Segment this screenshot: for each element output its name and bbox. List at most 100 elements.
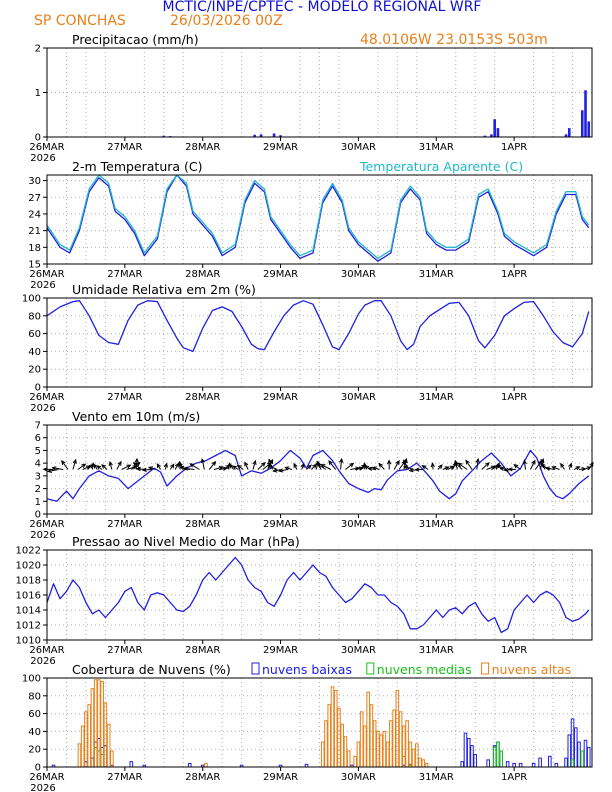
wind-arrow-head [183,466,189,471]
cloud-bar [392,709,396,768]
wind-arrow-head [364,464,370,470]
wind-arrow [208,461,216,470]
wind-arrow-head [163,462,169,468]
wind-arrow-head [589,461,594,467]
wind-arrow [47,469,59,472]
y-tick-label: 0 [35,763,41,774]
cloud-bar [580,750,585,768]
y-tick-label: 24 [28,209,41,220]
wind-arrow-head [349,462,355,468]
y-tick-label: 21 [28,226,41,237]
cloud-bar [340,723,345,768]
wind-arrow-head [339,457,344,463]
cloud-bar [463,732,468,768]
x-tick-label: 1APR [501,269,527,280]
y-tick-label: 3 [35,471,41,482]
wind-arrows [42,457,594,473]
cloud-bar [554,762,559,768]
wind-arrow-head [560,462,565,468]
wind-arrow-head [378,462,383,468]
x-tick-label: 28MAR [185,142,220,153]
cloud-bar [395,689,400,768]
wind-arrow-head [371,466,377,471]
wind-arrow [109,461,113,470]
cloud-bar [366,691,370,768]
cloud-bar [90,688,95,768]
cloud-bar [324,720,328,768]
run-datetime: 26/03/2026 00Z [170,13,283,29]
x-tick-label: 31MAR [419,392,454,403]
wind-arrow-head [444,466,450,471]
wind-arrow [393,460,400,470]
wind-arrow [545,467,555,470]
series-nuvens-altas [77,679,429,768]
y-tick-label: 15 [28,260,41,271]
wind-arrow [142,469,151,471]
cloud-bar [77,743,82,768]
y-tick-label: 100 [22,294,41,305]
wind-arrow-head [367,466,373,471]
wind-arrow-head [132,462,138,467]
x-tick-label: 29MAR [263,392,298,403]
cloud-bar [466,738,471,768]
cloud-bar [518,762,523,768]
x-tick-label: 1APR [501,645,527,656]
station-name: SP CONCHAS [34,13,126,29]
y-tick-label: 60 [28,709,41,720]
legend-swatch [481,662,490,675]
wind-arrow [476,458,479,470]
cloud-bar [570,759,575,768]
y-tick-label: 1 [35,497,41,508]
wind-arrow-head [117,460,122,466]
wind-arrow [350,467,360,470]
wind-arrow [523,460,526,470]
x-year-label: 2026 [30,403,55,414]
y-tick-label: 27 [28,193,41,204]
y-tick-label: 1020 [16,561,41,572]
x-year-label: 2026 [30,153,55,164]
precip-bar [259,134,263,137]
wind-arrow [403,458,407,470]
cloud-bar [129,761,134,768]
cloud-bar [573,727,578,768]
legend-swatch [251,662,260,675]
x-tick-label: 31MAR [419,519,454,530]
wind-arrow-head [170,463,175,469]
wind-arrow-head [457,462,463,468]
wind-arrow-head [430,462,435,468]
wind-arrow [345,463,354,470]
y-tick-label: 5 [35,446,41,457]
series-line-2-m-temperatura [46,174,590,262]
wind-arrow-head [232,465,238,470]
cloud-bar [421,759,426,768]
y-tick-label: 20 [28,365,41,376]
wind-arrow-head [575,466,581,471]
x-tick-label: 27MAR [107,645,142,656]
y-tick-label: 40 [28,347,41,358]
cloud-bar [460,761,465,768]
y-tick-label: 1 [35,88,41,99]
cloud-bar [330,686,335,768]
x-tick-label: 28MAR [185,772,220,783]
panel-pressure: 1010 1012 1014 1016 1018 1020 1022 26MAR 27MAR 28… [16,534,593,667]
cloud-bar [402,725,406,768]
cloud-bar [372,720,377,768]
panel-frame [46,677,593,768]
wind-arrow [458,462,468,470]
cloud-bar [418,757,422,768]
wind-arrow [133,462,142,470]
wind-arrow-head [177,462,183,468]
wind-arrow [340,458,343,470]
panel-humidity: 0 20 40 60 80 100 26MAR 27MAR 28MAR 29MAR 30MAR 31M… [22,282,593,414]
legend-apparent-temp: Temperatura Aparente (C) [359,159,523,174]
y-tick-label: 2 [35,44,41,55]
panel-title: 2-m Temperatura (C) [72,159,203,174]
panel-precip: 0 1 2 26MAR 27MAR 28MAR 29MAR 30MAR 31MAR 1APR 202… [29,32,593,164]
wind-arrow [213,466,223,470]
wind-arrow [486,465,496,470]
wind-arrow [244,462,249,470]
y-tick-label: 80 [28,311,41,322]
wind-arrow-head [465,459,470,465]
cloud-bar [512,762,516,768]
cloud-bar [405,720,409,768]
